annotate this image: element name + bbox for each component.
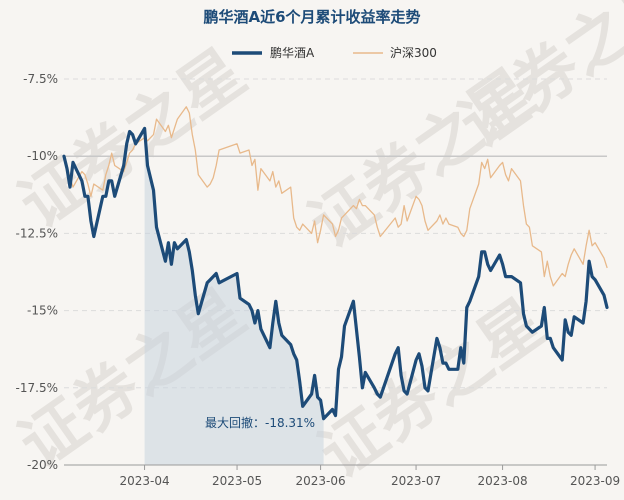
- x-tick-label: 2023-04: [119, 474, 169, 488]
- series-line-index: [63, 106, 608, 287]
- legend: 鹏华酒A 沪深300: [232, 46, 437, 60]
- legend-label-fund: 鹏华酒A: [270, 46, 315, 60]
- series-line-fund: [62, 126, 609, 421]
- x-tick-label: 2023-06: [296, 474, 346, 488]
- x-tick-label: 2023-07: [391, 474, 441, 488]
- series-lines: [62, 106, 609, 421]
- y-tick-label: -20%: [27, 458, 58, 472]
- y-tick-label: -15%: [27, 304, 58, 318]
- drawdown-fill: [144, 128, 324, 465]
- drawdown-annotation: 最大回撤：-18.31%: [205, 415, 315, 430]
- y-tick-label: -7.5%: [23, 72, 58, 86]
- y-tick-label: -17.5%: [16, 381, 58, 395]
- x-tick-label: 2023-09: [570, 474, 620, 488]
- drawdown-area: [144, 128, 324, 465]
- x-tick-label: 2023-05: [212, 474, 262, 488]
- y-tick-label: -10%: [27, 149, 58, 163]
- legend-label-index: 沪深300: [390, 46, 437, 60]
- axes: -7.5% -10% -12.5% -15% -17.5% -20% 2023-04 2023…: [16, 72, 621, 488]
- watermark-text: 证券之星: [307, 286, 559, 493]
- y-tick-label: -12.5%: [16, 226, 58, 240]
- x-tick-label: 2023-08: [478, 474, 528, 488]
- chart-title: 鹏华酒A近6个月累计收益率走势: [203, 8, 420, 26]
